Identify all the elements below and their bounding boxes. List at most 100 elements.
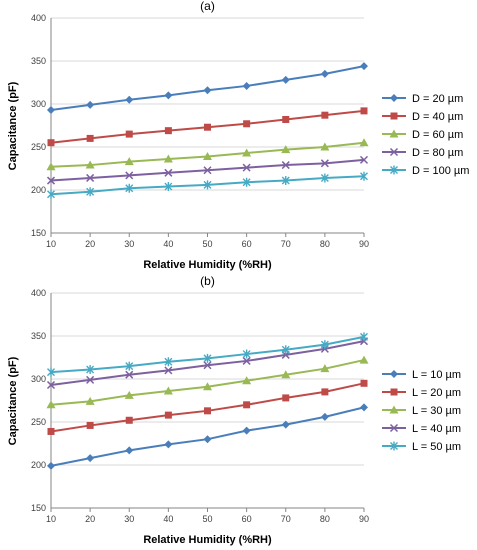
y-tick-label: 300 — [31, 374, 46, 384]
y-tick-label: 150 — [31, 503, 46, 513]
x-tick-label: 40 — [163, 514, 173, 524]
x-axis-title: Relative Humidity (%RH) — [143, 534, 272, 546]
data-point — [164, 366, 173, 375]
series-2 — [47, 379, 368, 435]
legend-label: D = 40 µm — [412, 111, 463, 123]
data-point — [242, 376, 252, 385]
data-point — [360, 107, 368, 115]
data-point — [242, 349, 251, 359]
legend-label: L = 50 µm — [412, 441, 461, 453]
chart-title: (a) — [200, 0, 215, 13]
legend-label: D = 20 µm — [412, 93, 463, 105]
data-point — [86, 365, 95, 375]
x-tick-label: 50 — [202, 514, 212, 524]
data-point — [360, 62, 368, 71]
data-point — [242, 426, 251, 435]
data-point — [282, 115, 290, 123]
data-point — [86, 187, 95, 197]
data-point — [243, 401, 251, 409]
series-1 — [47, 403, 368, 470]
legend-item: D = 20 µm — [382, 93, 463, 105]
data-point — [86, 173, 95, 182]
data-point — [359, 355, 369, 364]
data-point — [203, 382, 212, 391]
x-tick-label: 10 — [46, 514, 56, 524]
legend-marker — [389, 423, 399, 433]
data-point — [125, 130, 133, 138]
series-3 — [46, 355, 369, 409]
y-tick-label: 350 — [31, 331, 46, 341]
data-point — [359, 138, 369, 147]
legend-label: L = 30 µm — [412, 405, 461, 417]
data-point — [86, 454, 95, 463]
legend-marker — [390, 112, 398, 120]
data-point — [86, 375, 95, 384]
x-tick-label: 60 — [242, 514, 252, 524]
legend-label: L = 10 µm — [412, 369, 461, 381]
data-point — [86, 100, 95, 109]
data-point — [47, 427, 55, 435]
y-tick-label: 300 — [31, 99, 46, 109]
chart-panel-b: 150 200 250 300 350 400 10 20 30 40 50 60 70 80 90 (b) R… — [7, 274, 461, 546]
x-tick-label: 40 — [163, 239, 173, 249]
data-point — [203, 353, 212, 363]
data-point — [46, 176, 56, 185]
x-tick-label: 70 — [281, 239, 291, 249]
data-point — [321, 111, 329, 119]
data-point — [281, 345, 290, 355]
y-axis-title: Capacitance (pF) — [7, 356, 19, 445]
data-point — [47, 106, 55, 115]
y-tick-label: 250 — [31, 417, 46, 427]
data-point — [242, 177, 251, 187]
data-point — [203, 361, 212, 370]
series-line — [50, 340, 365, 387]
legend: D = 20 µm D = 40 µm D = 60 µm D = 80 µm D = … — [382, 93, 469, 177]
data-point — [125, 446, 134, 455]
y-tick-label: 250 — [31, 142, 46, 152]
legend-marker — [390, 94, 398, 102]
data-point — [320, 69, 329, 78]
data-point — [281, 370, 291, 379]
y-tick-label: 200 — [31, 185, 46, 195]
data-point — [360, 379, 368, 387]
data-point — [164, 91, 173, 100]
data-point — [124, 390, 134, 399]
data-point — [46, 162, 56, 171]
data-point — [203, 166, 212, 175]
data-point — [164, 127, 172, 135]
x-tick-label: 70 — [281, 514, 291, 524]
legend-item: L = 20 µm — [382, 387, 461, 399]
data-point — [360, 171, 368, 181]
data-point — [125, 370, 134, 379]
data-point — [360, 332, 368, 342]
legend-label: D = 100 µm — [412, 165, 469, 177]
data-point — [125, 95, 134, 104]
y-tick-label: 200 — [31, 460, 46, 470]
y-tick-label: 150 — [31, 228, 46, 238]
data-point — [320, 159, 329, 168]
data-point — [125, 416, 133, 424]
data-point — [47, 189, 55, 199]
data-point — [204, 407, 211, 415]
data-point — [320, 340, 329, 350]
legend-marker — [389, 147, 399, 157]
series-5 — [47, 171, 368, 199]
data-point — [243, 120, 251, 128]
x-tick-label: 80 — [320, 239, 330, 249]
data-point — [125, 171, 134, 180]
data-point — [203, 151, 212, 160]
legend-label: D = 80 µm — [412, 147, 463, 159]
x-tick-label: 60 — [242, 239, 252, 249]
data-point — [86, 134, 94, 142]
data-point — [124, 157, 134, 166]
data-point — [320, 412, 329, 421]
x-tick-label: 30 — [124, 239, 134, 249]
data-point — [281, 75, 290, 84]
data-point — [281, 420, 290, 429]
data-point — [320, 364, 330, 373]
data-point — [360, 403, 368, 412]
legend-marker — [390, 388, 398, 396]
legend-marker — [389, 405, 399, 414]
data-point — [321, 388, 329, 396]
